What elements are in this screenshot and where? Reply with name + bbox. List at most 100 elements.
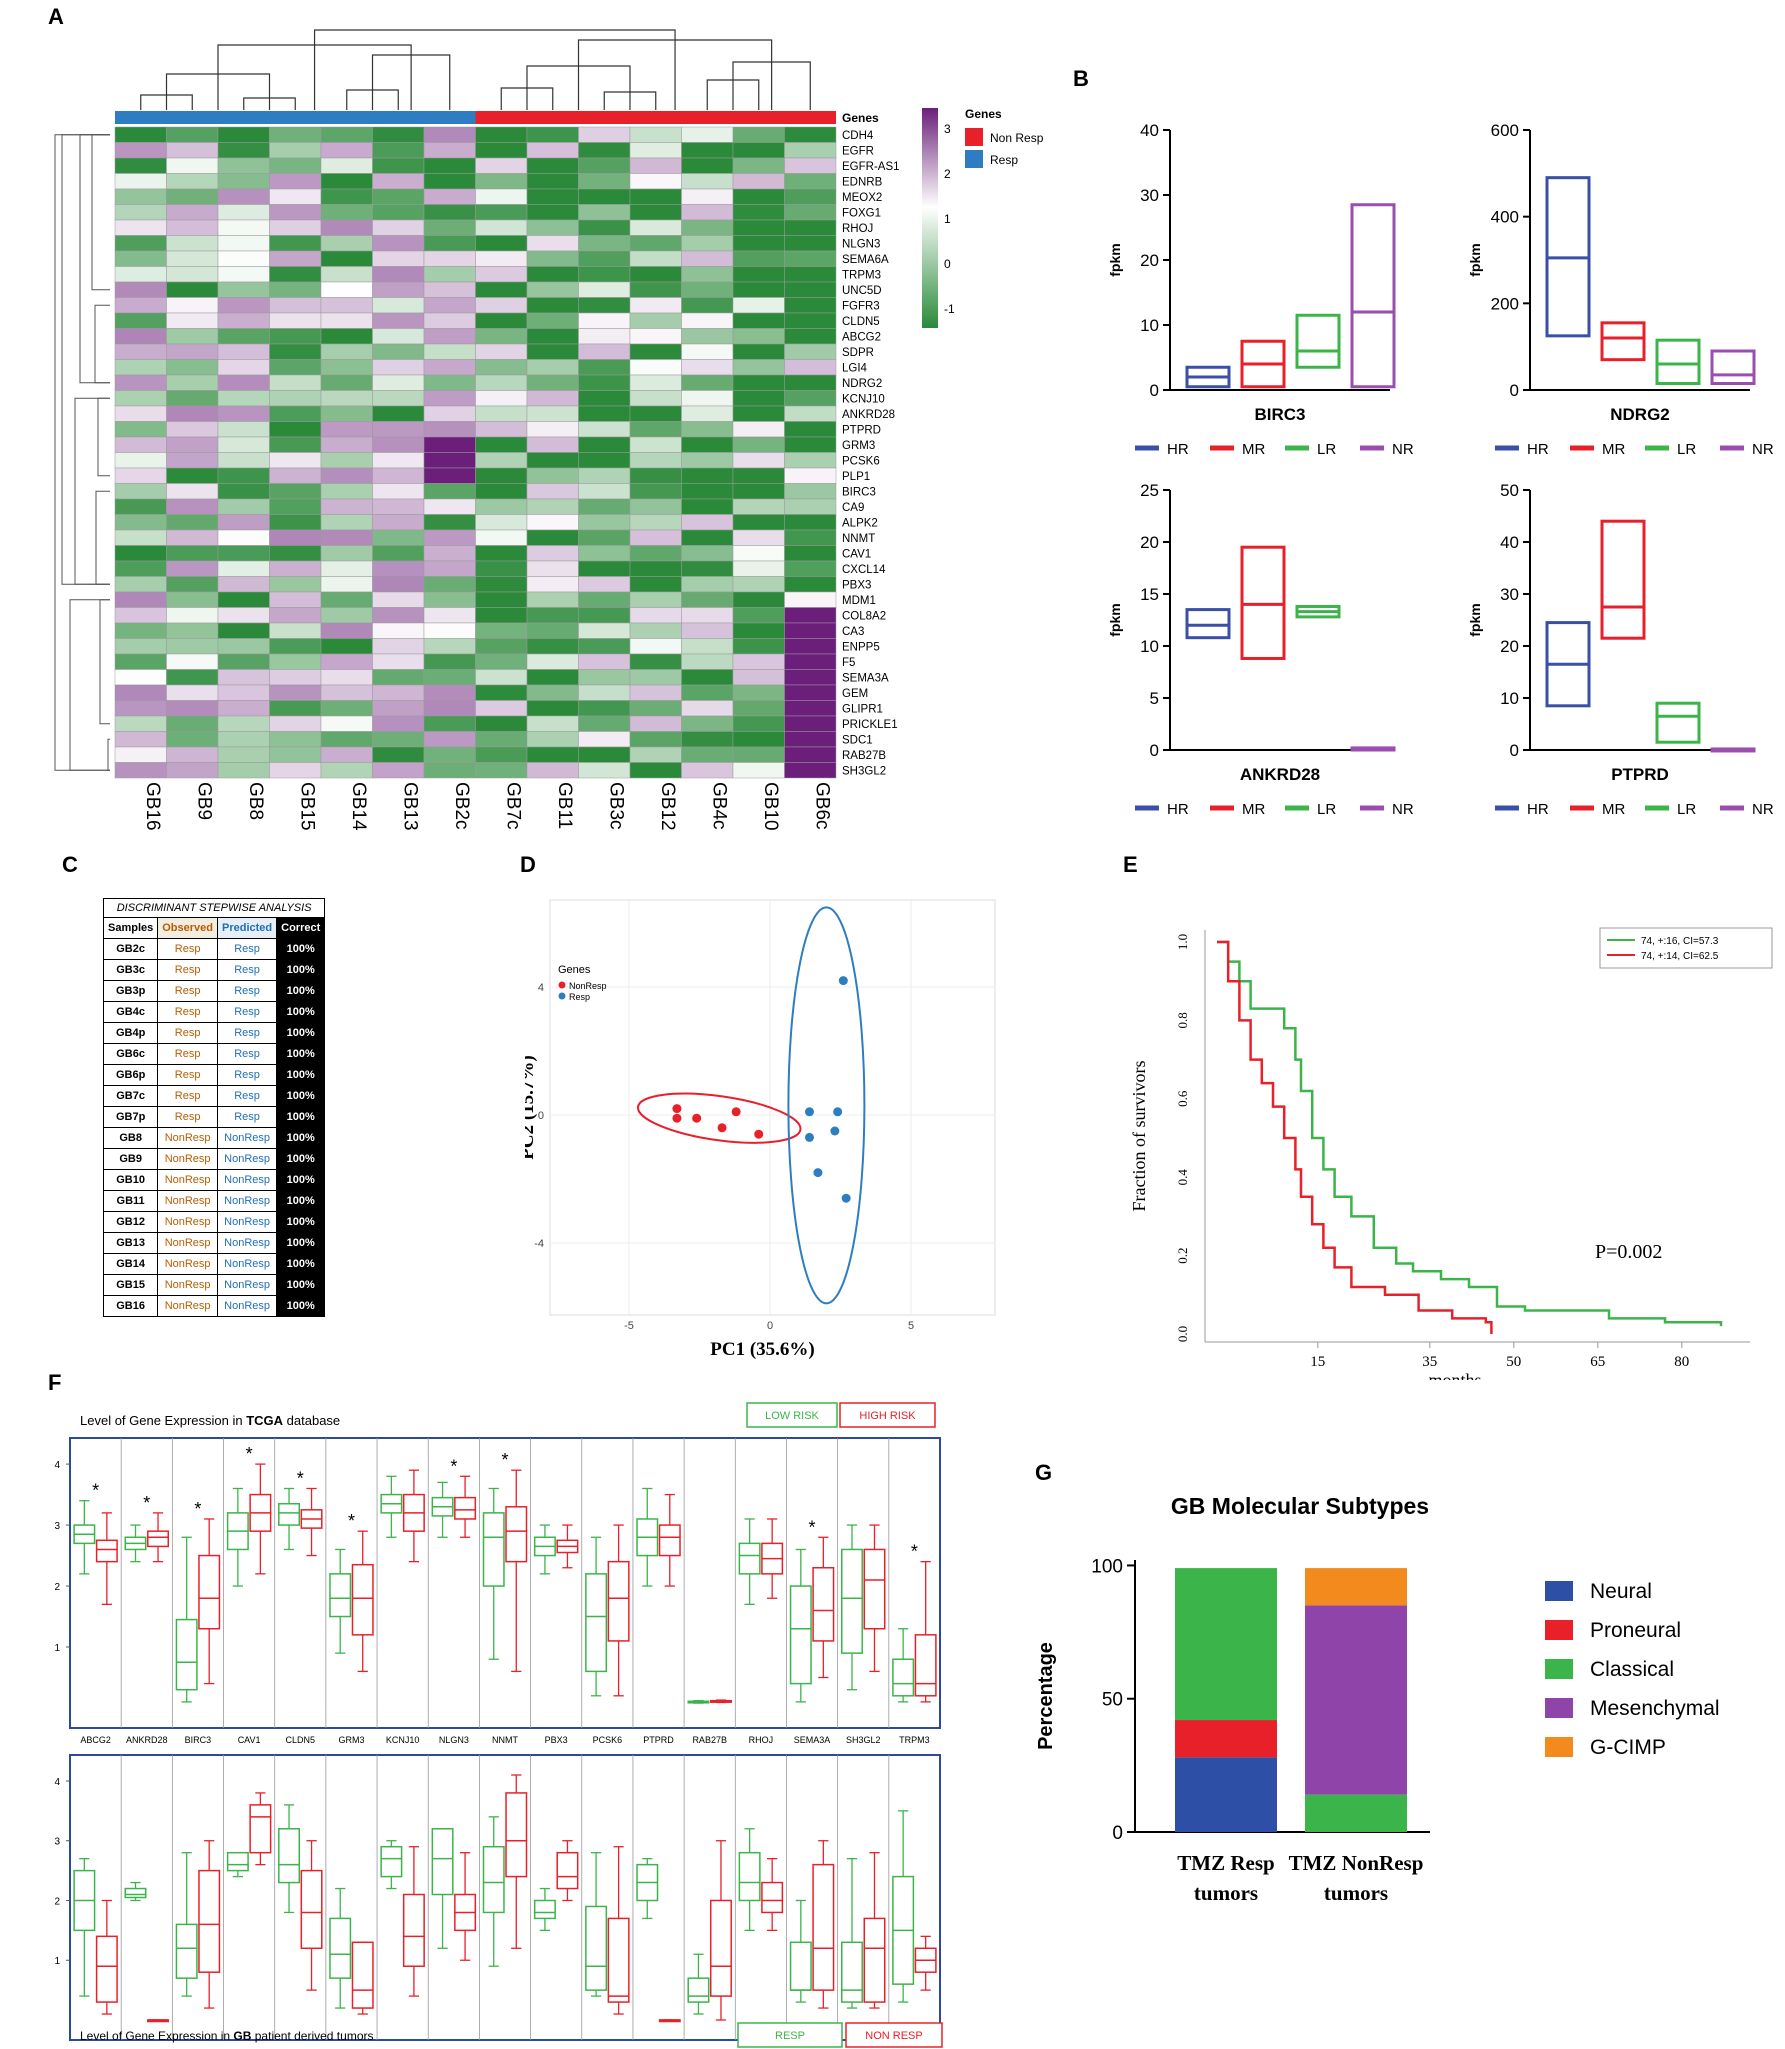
heatmap-cell	[114, 250, 167, 267]
title-bold: GB	[233, 2029, 251, 2043]
heatmap-cell	[784, 235, 837, 252]
table-cell: NonResp	[216, 1127, 278, 1149]
heatmap-cell	[784, 374, 837, 391]
table-row: GB3c Resp Resp 100%	[102, 959, 326, 981]
heatmap-cell	[372, 235, 425, 252]
point-resp	[833, 1107, 843, 1117]
legend-label: HR	[1527, 801, 1549, 818]
box	[482, 1487, 505, 1660]
heatmap-cell	[681, 281, 734, 298]
row-dendrogram-branch	[95, 490, 110, 585]
heatmap-cell	[681, 700, 734, 717]
range-box	[1600, 519, 1646, 640]
table-cell: Resp	[157, 959, 218, 981]
heatmap-cell	[475, 359, 528, 376]
heatmap-cell	[784, 126, 837, 143]
subplot-title: NDRG2	[1610, 405, 1670, 424]
heatmap-cell	[629, 607, 682, 624]
heatmap-cell	[114, 467, 167, 484]
boxplot-panel-f: Level of Gene Expression in TCGA databas…	[54, 1402, 943, 2048]
y-axis-label: fpkm	[1467, 603, 1483, 636]
box-body	[198, 1869, 221, 1973]
table-cell: GB7c	[102, 1085, 159, 1107]
heatmap-cell	[114, 421, 167, 438]
gene-label: GRM3	[338, 1735, 364, 1745]
box	[147, 1512, 170, 1563]
box	[636, 1487, 659, 1587]
heatmap-cell	[166, 700, 219, 717]
heatmap-cell	[217, 405, 270, 422]
heatmap-cell	[114, 591, 167, 608]
heatmap-cell	[629, 374, 682, 391]
heatmap-cell	[166, 762, 219, 779]
heatmap-cell	[526, 467, 579, 484]
heatmap-cell	[475, 638, 528, 655]
heatmap-cell	[114, 653, 167, 670]
heatmap-cell	[423, 173, 476, 190]
heatmap-cell	[475, 266, 528, 283]
heatmap-cell	[526, 684, 579, 701]
heatmap-cell	[629, 669, 682, 686]
legend-marker	[558, 992, 566, 1000]
table-cell: GB6c	[102, 1043, 159, 1065]
heatmap-cell	[681, 653, 734, 670]
box-body	[607, 1917, 630, 2003]
table-header-observed: Observed	[157, 917, 218, 939]
heatmap-cell	[784, 343, 837, 360]
y-tick-label: 2	[54, 1896, 60, 1907]
column-group-cell	[630, 111, 682, 124]
heatmap-cell	[423, 669, 476, 686]
heatmap-cell	[217, 591, 270, 608]
y-tick-label: 5	[1150, 689, 1159, 708]
column-label: GB8	[245, 782, 266, 820]
heatmap-cell	[629, 266, 682, 283]
heatmap-cell	[114, 669, 167, 686]
heatmap-cell	[784, 250, 837, 267]
table-row: GB16 NonResp NonResp 100%	[102, 1295, 326, 1317]
heatmap-cell	[629, 638, 682, 655]
heatmap-cell	[114, 374, 167, 391]
significance-star: *	[809, 1517, 816, 1537]
heatmap-cell	[526, 746, 579, 763]
heatmap-cell	[732, 173, 785, 190]
heatmap-cell	[114, 281, 167, 298]
table-cell: 100%	[276, 980, 326, 1002]
heatmap-cell	[320, 281, 373, 298]
heatmap-cell	[784, 390, 837, 407]
heatmap-cell	[578, 762, 631, 779]
heatmap-cell	[475, 731, 528, 748]
table-cell: NonResp	[157, 1169, 218, 1191]
box-body	[761, 1881, 784, 1914]
heatmap-cell	[166, 297, 219, 314]
heatmap-cell	[166, 390, 219, 407]
row-label: LGI4	[842, 363, 868, 375]
heatmap-cell	[320, 746, 373, 763]
heatmap-cell	[372, 281, 425, 298]
heatmap-cell	[166, 638, 219, 655]
heatmap-cell	[629, 622, 682, 639]
heatmap-cell	[166, 576, 219, 593]
legend-title: Genes	[558, 964, 591, 976]
table-row: GB6c Resp Resp 100%	[102, 1043, 326, 1065]
heatmap-cell	[681, 173, 734, 190]
table-cell: GB4c	[102, 1001, 159, 1023]
heatmap-cell	[475, 405, 528, 422]
heatmap-cell	[732, 746, 785, 763]
heatmap-cell	[578, 359, 631, 376]
heatmap-cell	[629, 746, 682, 763]
heatmap-cell	[681, 715, 734, 732]
heatmap-cell	[681, 638, 734, 655]
heatmap-cell	[372, 514, 425, 531]
heatmap-cell	[784, 281, 837, 298]
y-axis-label: PC2 (15.7%)	[525, 1055, 538, 1159]
box-body	[278, 1502, 301, 1526]
table-cell: NonResp	[216, 1295, 278, 1317]
box-body	[738, 1851, 761, 1902]
y-tick-label: 25	[1140, 481, 1159, 500]
heatmap-cell	[423, 142, 476, 159]
column-group-cell	[321, 111, 373, 124]
table-cell: NonResp	[157, 1232, 218, 1254]
heatmap-cell	[732, 436, 785, 453]
heatmap-cell	[320, 591, 373, 608]
column-group-cell	[527, 111, 579, 124]
